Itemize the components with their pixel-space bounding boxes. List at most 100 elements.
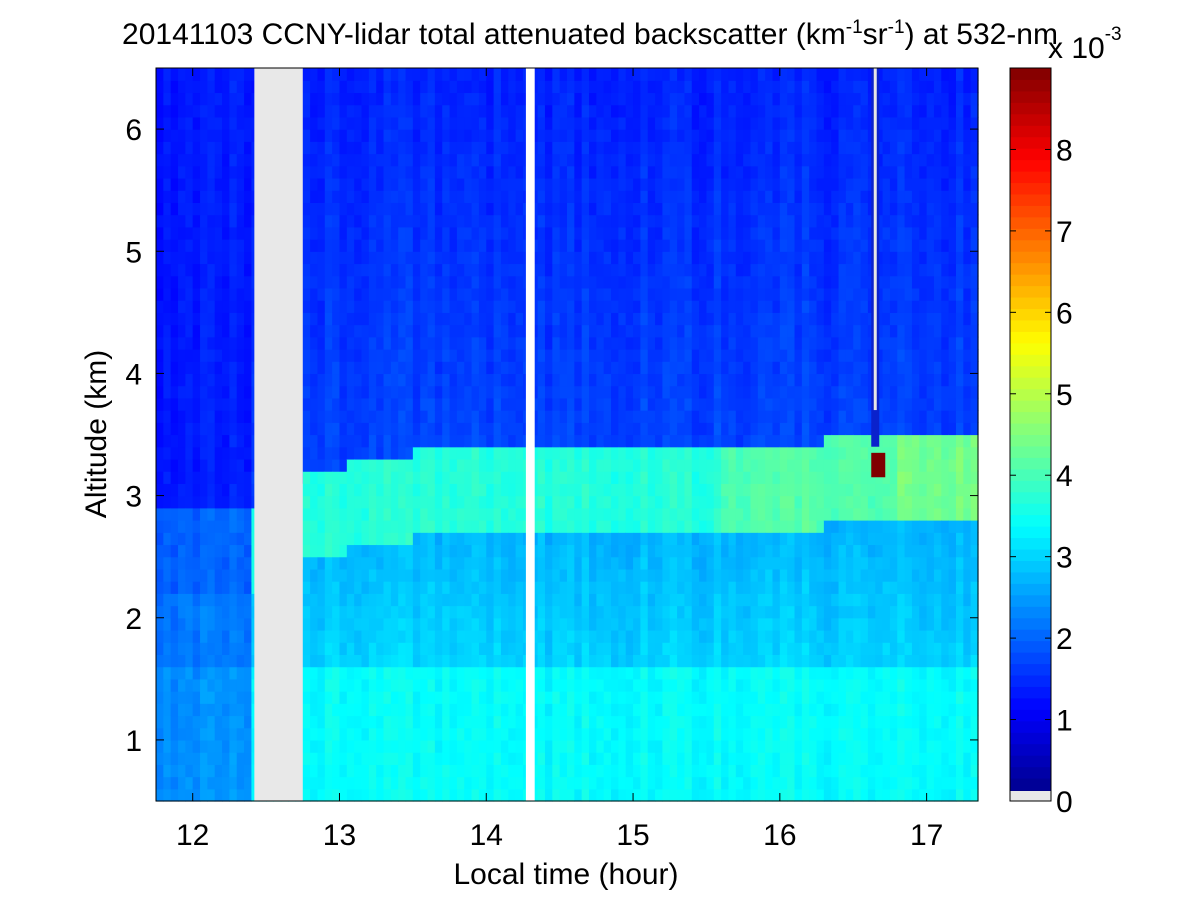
heatmap-cell — [214, 446, 223, 460]
heatmap-cell — [310, 507, 319, 521]
heatmap-cell — [559, 617, 568, 631]
heatmap-cell — [346, 68, 355, 81]
heatmap-cell — [493, 92, 502, 106]
heatmap-cell — [229, 214, 238, 228]
heatmap-cell — [376, 581, 385, 594]
heatmap-cell — [677, 483, 686, 497]
heatmap-cell — [743, 788, 752, 802]
heatmap-cell — [302, 739, 311, 753]
heatmap-cell — [684, 605, 693, 619]
heatmap-cell — [618, 397, 627, 411]
heatmap-cell — [691, 92, 700, 106]
heatmap-cell — [324, 336, 333, 350]
heatmap-cell — [596, 617, 605, 631]
heatmap-cell — [200, 251, 208, 265]
heatmap-cell — [721, 385, 730, 399]
heatmap-cell — [508, 605, 517, 619]
heatmap-cell — [662, 703, 671, 717]
heatmap-cell — [603, 129, 612, 142]
heatmap-cell — [677, 446, 686, 460]
heatmap-cell — [735, 458, 744, 472]
heatmap-cell — [434, 629, 443, 643]
heatmap-cell — [185, 715, 194, 729]
heatmap-cell — [383, 715, 392, 729]
heatmap-cell — [728, 177, 737, 191]
heatmap-cell — [222, 348, 230, 362]
heatmap-cell — [647, 458, 656, 472]
heatmap-cell — [625, 239, 634, 252]
heatmap-cell — [581, 239, 590, 252]
heatmap-cell — [655, 617, 664, 631]
heatmap-cell — [493, 324, 502, 338]
heatmap-cell — [214, 190, 223, 203]
heatmap-cell — [332, 80, 341, 94]
heatmap-cell — [317, 458, 326, 472]
heatmap-cell — [655, 104, 664, 118]
heatmap-cell — [170, 153, 179, 167]
heatmap-cell — [706, 361, 715, 375]
heatmap-cell — [236, 141, 245, 155]
heatmap-cell — [611, 654, 619, 668]
heatmap-cell — [405, 556, 414, 570]
heatmap-cell — [706, 239, 715, 252]
heatmap-cell — [383, 666, 392, 680]
heatmap-cell — [346, 727, 355, 741]
heatmap-cell — [471, 605, 480, 619]
heatmap-cell — [317, 177, 326, 191]
heatmap-cell — [229, 275, 238, 289]
heatmap-cell — [464, 104, 473, 118]
heatmap-cell — [647, 556, 656, 570]
heatmap-cell — [310, 727, 319, 741]
heatmap-cell — [156, 190, 164, 203]
heatmap-cell — [567, 251, 575, 265]
heatmap-cell — [537, 68, 546, 81]
heatmap-cell — [398, 141, 407, 155]
heatmap-cell — [200, 776, 208, 790]
heatmap-cell — [589, 654, 597, 668]
heatmap-cell — [170, 92, 179, 106]
heatmap-cell — [354, 104, 363, 118]
heatmap-cell — [156, 617, 164, 631]
heatmap-cell — [515, 300, 524, 313]
heatmap-cell — [735, 788, 744, 802]
heatmap-cell — [743, 532, 752, 546]
heatmap-cell — [420, 68, 429, 81]
heatmap-cell — [669, 226, 678, 240]
heatmap-cell — [156, 727, 164, 741]
heatmap-cell — [200, 68, 208, 81]
heatmap-cell — [493, 80, 502, 94]
heatmap-cell — [537, 434, 546, 448]
heatmap-cell — [361, 544, 370, 558]
heatmap-cell — [559, 165, 568, 179]
heatmap-cell — [486, 422, 495, 436]
heatmap-cell — [456, 190, 465, 203]
heatmap-cell — [471, 727, 480, 741]
heatmap-cell — [757, 691, 766, 704]
heatmap-cell — [390, 642, 399, 655]
heatmap-cell — [478, 739, 487, 753]
heatmap-cell — [750, 507, 759, 521]
heatmap-cell — [743, 629, 752, 643]
heatmap-cell — [244, 324, 253, 338]
heatmap-cell — [500, 471, 509, 484]
heatmap-cell — [706, 678, 715, 692]
heatmap-cell — [324, 776, 333, 790]
heatmap-cell — [427, 471, 436, 484]
heatmap-cell — [574, 263, 583, 277]
heatmap-cell — [647, 287, 656, 301]
heatmap-cell — [449, 116, 458, 130]
heatmap-cell — [508, 336, 517, 350]
heatmap-cell — [655, 703, 664, 717]
heatmap-cell — [677, 764, 686, 778]
heatmap-cell — [640, 422, 649, 436]
heatmap-cell — [200, 471, 208, 484]
heatmap-cell — [244, 617, 253, 631]
heatmap-cell — [544, 703, 553, 717]
heatmap-cell — [677, 165, 686, 179]
heatmap-cell — [750, 764, 759, 778]
heatmap-cell — [427, 788, 436, 802]
heatmap-cell — [339, 605, 348, 619]
heatmap-cell — [185, 691, 194, 704]
heatmap-cell — [655, 739, 664, 753]
heatmap-cell — [361, 422, 370, 436]
